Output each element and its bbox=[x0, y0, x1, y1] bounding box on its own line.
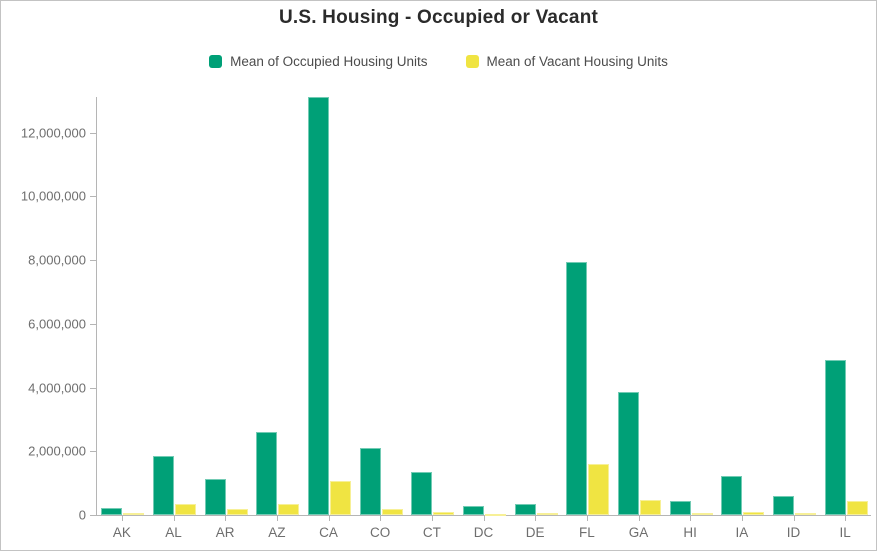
bar-occupied-ID[interactable] bbox=[773, 496, 794, 515]
x-axis-tick-label: AR bbox=[215, 525, 235, 540]
x-axis-tick-label: CO bbox=[370, 525, 391, 540]
y-axis-tick bbox=[90, 260, 96, 261]
y-axis-tick-label: 6,000,000 bbox=[28, 316, 86, 332]
y-axis-tick bbox=[90, 451, 96, 452]
bar-vacant-IA[interactable] bbox=[743, 512, 765, 515]
bar-occupied-AR[interactable] bbox=[204, 479, 226, 515]
bar-occupied-GA[interactable] bbox=[618, 392, 639, 515]
bar-occupied-CT[interactable] bbox=[411, 472, 433, 515]
bar-vacant-DE[interactable] bbox=[536, 513, 558, 515]
legend-label-occupied: Mean of Occupied Housing Units bbox=[230, 54, 428, 69]
x-axis-tick-label: AL bbox=[165, 525, 182, 540]
y-axis-line bbox=[96, 97, 97, 515]
y-axis-tick-label: 0 bbox=[78, 507, 86, 523]
y-axis-tick-label: 12,000,000 bbox=[20, 125, 86, 140]
x-axis-tick-label: HI bbox=[683, 525, 697, 540]
x-axis-tick-label: ID bbox=[786, 525, 801, 540]
y-axis-tick-label: 10,000,000 bbox=[20, 188, 86, 204]
x-axis-tick bbox=[587, 515, 588, 521]
x-axis-tick-label: GA bbox=[628, 525, 649, 540]
x-axis-tick-label: CA bbox=[319, 525, 338, 540]
x-axis-tick bbox=[794, 515, 795, 521]
chart-legend: Mean of Occupied Housing Units Mean of V… bbox=[1, 54, 876, 69]
bar-vacant-DC[interactable] bbox=[485, 514, 506, 516]
x-axis-tick bbox=[484, 515, 485, 521]
x-axis-tick bbox=[845, 515, 846, 521]
x-axis-tick bbox=[329, 515, 330, 521]
x-axis-tick-label: CT bbox=[422, 525, 441, 540]
y-axis-tick-label: 2,000,000 bbox=[28, 443, 86, 459]
y-axis-tick bbox=[90, 133, 96, 134]
x-axis-tick bbox=[122, 515, 123, 521]
x-axis-tick bbox=[742, 515, 743, 521]
bar-occupied-AZ[interactable] bbox=[256, 432, 278, 515]
legend-label-vacant: Mean of Vacant Housing Units bbox=[486, 54, 668, 69]
bar-vacant-AL[interactable] bbox=[175, 504, 196, 515]
y-axis-tick bbox=[90, 196, 96, 197]
x-axis-tick-label: AK bbox=[112, 525, 131, 540]
bar-occupied-AK[interactable] bbox=[101, 508, 123, 515]
bar-occupied-DE[interactable] bbox=[514, 504, 536, 515]
x-axis-tick-label: AZ bbox=[268, 525, 286, 540]
bar-vacant-CO[interactable] bbox=[381, 509, 403, 515]
y-axis-tick bbox=[90, 515, 96, 516]
bar-vacant-CA[interactable] bbox=[330, 481, 351, 515]
x-axis-tick bbox=[277, 515, 278, 521]
bar-vacant-HI[interactable] bbox=[691, 513, 713, 515]
y-axis-tick-label: 8,000,000 bbox=[28, 252, 86, 268]
bar-occupied-FL[interactable] bbox=[566, 262, 588, 515]
x-axis-tick-label: DE bbox=[525, 525, 545, 540]
bar-occupied-AL[interactable] bbox=[153, 456, 174, 515]
x-axis-tick bbox=[380, 515, 381, 521]
bar-occupied-CA[interactable] bbox=[308, 97, 329, 515]
x-axis-tick bbox=[432, 515, 433, 521]
x-axis-tick-label: IL bbox=[839, 525, 851, 540]
x-axis-tick bbox=[690, 515, 691, 521]
bar-vacant-GA[interactable] bbox=[640, 500, 661, 515]
bar-vacant-CT[interactable] bbox=[433, 512, 455, 515]
bar-occupied-IL[interactable] bbox=[824, 360, 846, 515]
bar-vacant-AZ[interactable] bbox=[278, 504, 300, 515]
x-axis-tick-label: FL bbox=[578, 525, 595, 540]
x-axis-tick bbox=[535, 515, 536, 521]
bar-occupied-IA[interactable] bbox=[721, 476, 743, 515]
bar-vacant-AR[interactable] bbox=[226, 509, 248, 515]
y-axis-tick bbox=[90, 324, 96, 325]
bar-vacant-ID[interactable] bbox=[795, 513, 816, 515]
legend-item-occupied[interactable]: Mean of Occupied Housing Units bbox=[209, 54, 428, 69]
bar-occupied-HI[interactable] bbox=[669, 501, 691, 515]
legend-item-vacant[interactable]: Mean of Vacant Housing Units bbox=[465, 54, 668, 69]
y-axis-tick-label: 4,000,000 bbox=[28, 380, 86, 395]
bar-vacant-IL[interactable] bbox=[846, 501, 868, 515]
x-axis-line bbox=[96, 515, 871, 516]
x-axis-tick bbox=[174, 515, 175, 521]
x-axis-tick-label: IA bbox=[735, 525, 749, 540]
x-axis-tick bbox=[639, 515, 640, 521]
bar-occupied-DC[interactable] bbox=[463, 506, 484, 515]
chart-title: U.S. Housing - Occupied or Vacant bbox=[278, 7, 599, 28]
x-axis-tick bbox=[225, 515, 226, 521]
bar-occupied-CO[interactable] bbox=[359, 448, 381, 515]
x-axis-tick-label: DC bbox=[473, 525, 494, 540]
occupied-series-swatch-icon bbox=[209, 55, 223, 68]
vacant-series-swatch-icon bbox=[465, 55, 479, 68]
y-axis-tick bbox=[90, 388, 96, 389]
bar-vacant-FL[interactable] bbox=[588, 464, 610, 515]
bar-vacant-AK[interactable] bbox=[123, 513, 145, 515]
